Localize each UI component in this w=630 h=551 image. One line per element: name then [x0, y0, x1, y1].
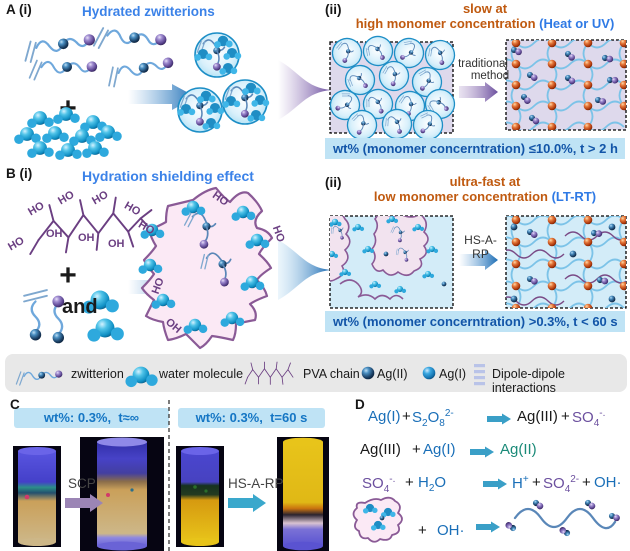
svg-text:+: + [59, 259, 77, 292]
